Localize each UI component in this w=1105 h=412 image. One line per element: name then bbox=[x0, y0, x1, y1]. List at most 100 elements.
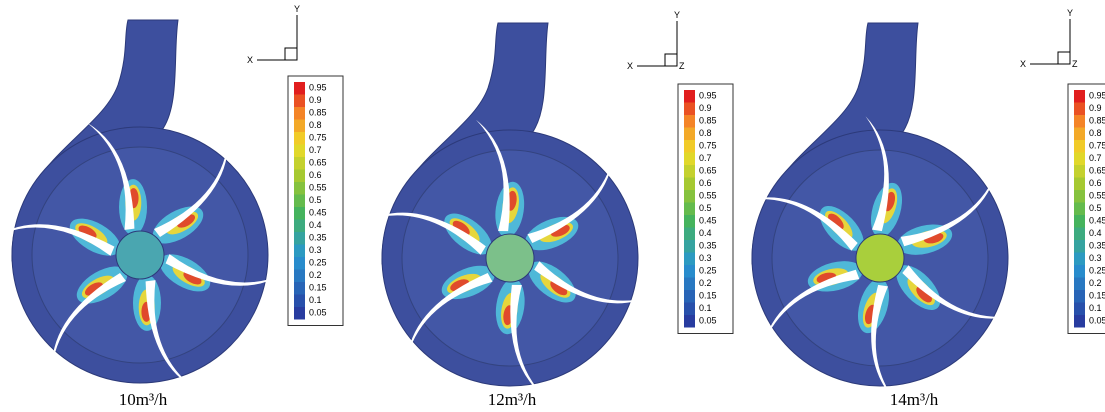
legend-label: 0.15 bbox=[309, 283, 327, 293]
legend-label: 0.95 bbox=[699, 91, 717, 101]
legend-swatch bbox=[684, 290, 695, 303]
axis-label: Z bbox=[1072, 59, 1078, 69]
legend-label: 0.9 bbox=[1089, 103, 1102, 113]
legend-label: 0.5 bbox=[699, 203, 712, 213]
legend-swatch bbox=[294, 170, 305, 183]
triad-z bbox=[1058, 52, 1070, 64]
axis-label: X bbox=[247, 55, 253, 65]
legend-swatch bbox=[294, 107, 305, 120]
triad-z bbox=[665, 54, 677, 66]
legend-swatch bbox=[294, 120, 305, 133]
legend-swatch bbox=[1074, 290, 1085, 303]
legend-swatch bbox=[1074, 178, 1085, 191]
legend-swatch bbox=[684, 303, 695, 316]
legend-swatch bbox=[684, 128, 695, 141]
pump bbox=[373, 23, 647, 396]
legend-swatch bbox=[294, 132, 305, 145]
axis-label: Y bbox=[294, 4, 300, 14]
legend-label: 0.6 bbox=[309, 170, 322, 180]
triad-z bbox=[285, 48, 297, 60]
legend-label: 0.35 bbox=[309, 233, 327, 243]
legend-label: 0.35 bbox=[1089, 241, 1105, 251]
hub bbox=[116, 231, 164, 279]
legend-label: 0.85 bbox=[309, 108, 327, 118]
legend-label: 0.85 bbox=[1089, 116, 1105, 126]
axis-triad: YX bbox=[247, 4, 300, 65]
legend-swatch bbox=[684, 253, 695, 266]
legend-swatch bbox=[294, 257, 305, 270]
legend-swatch bbox=[1074, 128, 1085, 141]
legend-swatch bbox=[684, 153, 695, 166]
legend-swatch bbox=[1074, 303, 1085, 316]
legend-swatch bbox=[294, 282, 305, 295]
panel: YX0.950.90.850.80.750.70.650.60.550.50.4… bbox=[0, 4, 343, 409]
legend-swatch bbox=[1074, 228, 1085, 241]
axis-triad: Y X Z bbox=[1020, 8, 1078, 69]
legend-label: 0.25 bbox=[309, 258, 327, 268]
legend-label: 0.35 bbox=[699, 241, 717, 251]
legend-swatch bbox=[294, 195, 305, 208]
legend-label: 0.45 bbox=[699, 216, 717, 226]
legend-swatch bbox=[294, 145, 305, 158]
legend-label: 0.9 bbox=[699, 103, 712, 113]
legend-label: 0.4 bbox=[309, 220, 322, 230]
legend-swatch bbox=[1074, 315, 1085, 328]
legend-label: 0.55 bbox=[699, 191, 717, 201]
legend-label: 0.5 bbox=[309, 195, 322, 205]
axis-label: X bbox=[1020, 59, 1026, 69]
legend-label: 0.3 bbox=[699, 253, 712, 263]
legend-label: 0.75 bbox=[699, 141, 717, 151]
pump bbox=[750, 23, 1010, 400]
legend-label: 0.65 bbox=[309, 158, 327, 168]
legend-swatch bbox=[294, 182, 305, 195]
legend-swatch bbox=[294, 157, 305, 170]
caption: 14m³/h bbox=[890, 390, 939, 409]
legend: 0.950.90.850.80.750.70.650.60.550.50.450… bbox=[1068, 84, 1105, 334]
legend-swatch bbox=[1074, 215, 1085, 228]
legend-label: 0.6 bbox=[1089, 178, 1102, 188]
legend-swatch bbox=[1074, 203, 1085, 216]
legend-label: 0.5 bbox=[1089, 203, 1102, 213]
legend-label: 0.4 bbox=[1089, 228, 1102, 238]
legend-label: 0.95 bbox=[309, 83, 327, 93]
legend-swatch bbox=[684, 190, 695, 203]
figure: YX0.950.90.850.80.750.70.650.60.550.50.4… bbox=[0, 0, 1105, 412]
legend-label: 0.9 bbox=[309, 95, 322, 105]
hub bbox=[486, 234, 534, 282]
legend-swatch bbox=[294, 82, 305, 95]
legend-label: 0.45 bbox=[309, 208, 327, 218]
legend-swatch bbox=[1074, 253, 1085, 266]
legend-swatch bbox=[684, 203, 695, 216]
legend-label: 0.1 bbox=[699, 303, 712, 313]
legend-swatch bbox=[684, 178, 695, 191]
legend-swatch bbox=[1074, 165, 1085, 178]
legend-swatch bbox=[1074, 278, 1085, 291]
caption: 10m³/h bbox=[119, 390, 168, 409]
legend-label: 0.65 bbox=[1089, 166, 1105, 176]
legend-swatch bbox=[1074, 190, 1085, 203]
legend-label: 0.1 bbox=[1089, 303, 1102, 313]
legend-label: 0.2 bbox=[1089, 278, 1102, 288]
legend-swatch bbox=[1074, 240, 1085, 253]
legend-label: 0.3 bbox=[1089, 253, 1102, 263]
legend-label: 0.8 bbox=[1089, 128, 1102, 138]
legend-label: 0.7 bbox=[309, 145, 322, 155]
legend-label: 0.05 bbox=[1089, 316, 1105, 326]
legend-swatch bbox=[294, 307, 305, 320]
legend-label: 0.45 bbox=[1089, 216, 1105, 226]
legend: 0.950.90.850.80.750.70.650.60.550.50.450… bbox=[678, 84, 733, 334]
legend-swatch bbox=[294, 245, 305, 258]
legend-swatch bbox=[1074, 153, 1085, 166]
legend-swatch bbox=[684, 215, 695, 228]
legend-swatch bbox=[1074, 90, 1085, 103]
legend-swatch bbox=[1074, 115, 1085, 128]
legend-swatch bbox=[684, 228, 695, 241]
legend: 0.950.90.850.80.750.70.650.60.550.50.450… bbox=[288, 76, 343, 326]
legend-swatch bbox=[1074, 140, 1085, 153]
legend-label: 0.15 bbox=[699, 291, 717, 301]
pump bbox=[0, 20, 281, 387]
axis-label: Y bbox=[1067, 8, 1073, 18]
axis-label: Z bbox=[679, 61, 685, 71]
legend-label: 0.75 bbox=[1089, 141, 1105, 151]
